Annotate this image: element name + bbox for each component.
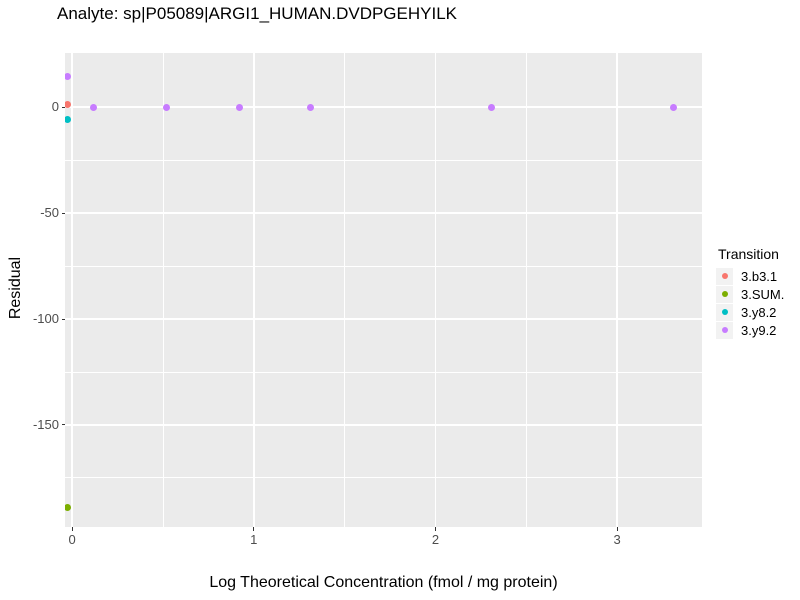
x-minor-gridline <box>162 53 164 527</box>
y-minor-gridline <box>65 477 702 479</box>
y-major-gridline <box>65 424 702 426</box>
x-minor-gridline <box>525 53 527 527</box>
x-tick-label: 1 <box>250 532 258 547</box>
y-tick-mark <box>61 212 65 214</box>
data-point-3.y9.2 <box>163 104 171 112</box>
y-tick-label: -150 <box>32 416 59 432</box>
x-tick-mark <box>616 527 618 531</box>
legend-title: Transition <box>718 246 779 262</box>
data-point-3.y9.2 <box>65 72 71 80</box>
x-tick-mark <box>71 527 73 531</box>
y-minor-gridline <box>65 371 702 373</box>
legend-item-label: 3.b3.1 <box>741 268 778 284</box>
legend-swatch-icon <box>721 327 728 333</box>
data-point-3.y9.2 <box>306 104 314 112</box>
data-point-3.SUM. <box>65 504 71 511</box>
legend-item-3.y8.2: 3.y8.2 <box>716 303 784 321</box>
y-tick-mark <box>61 424 65 426</box>
legend-key <box>716 321 733 339</box>
data-point-3.y9.2 <box>235 104 243 112</box>
data-point-3.b3.1 <box>65 101 71 109</box>
plot-panel <box>65 53 702 527</box>
legend-items: 3.b3.1 3.SUM. 3.y8.2 3.y9.2 <box>716 267 784 339</box>
y-tick-label: 0 <box>51 99 59 115</box>
legend-item-3.b3.1: 3.b3.1 <box>716 267 784 285</box>
legend-item-label: 3.SUM. <box>741 286 785 302</box>
x-tick-label: 2 <box>431 532 440 547</box>
x-major-gridline <box>434 53 437 527</box>
y-tick-label: -100 <box>32 311 59 327</box>
legend-item-label: 3.y8.2 <box>741 304 777 320</box>
y-minor-gridline <box>65 159 702 161</box>
x-tick-mark <box>434 527 436 531</box>
y-axis-title: Residual <box>7 256 24 320</box>
y-tick-label: -50 <box>40 205 59 221</box>
x-tick-label: 0 <box>68 532 76 547</box>
y-tick-mark <box>61 318 65 320</box>
legend-key <box>716 303 733 321</box>
plot-title: Analyte: sp|P05089|ARGI1_HUMAN.DVDPGEHYI… <box>57 4 457 23</box>
y-minor-gridline <box>65 265 702 267</box>
legend-key <box>716 285 733 303</box>
data-point-3.y8.2 <box>65 115 71 123</box>
x-major-gridline <box>71 53 73 527</box>
legend-swatch-icon <box>721 273 728 279</box>
y-tick-mark <box>61 106 65 108</box>
legend: Transition 3.b3.1 3.SUM. 3.y8.2 3.y9.2 <box>716 246 784 339</box>
x-minor-gridline <box>344 53 345 527</box>
legend-key <box>716 267 733 285</box>
y-major-gridline <box>65 318 702 320</box>
x-major-gridline <box>252 53 255 527</box>
data-point-3.y9.2 <box>669 104 677 112</box>
data-point-3.y9.2 <box>90 104 98 112</box>
legend-swatch-icon <box>721 291 728 297</box>
legend-item-3.SUM.: 3.SUM. <box>716 285 784 303</box>
x-major-gridline <box>616 53 618 527</box>
y-major-gridline <box>65 212 702 214</box>
legend-item-3.y9.2: 3.y9.2 <box>716 321 784 339</box>
y-major-gridline <box>65 106 702 108</box>
legend-item-label: 3.y9.2 <box>741 322 777 338</box>
data-point-3.y9.2 <box>488 104 496 112</box>
x-tick-label: 3 <box>613 532 621 547</box>
x-tick-mark <box>253 527 255 531</box>
legend-swatch-icon <box>721 309 728 315</box>
x-axis-title: Log Theoretical Concentration (fmol / mg… <box>209 574 558 591</box>
